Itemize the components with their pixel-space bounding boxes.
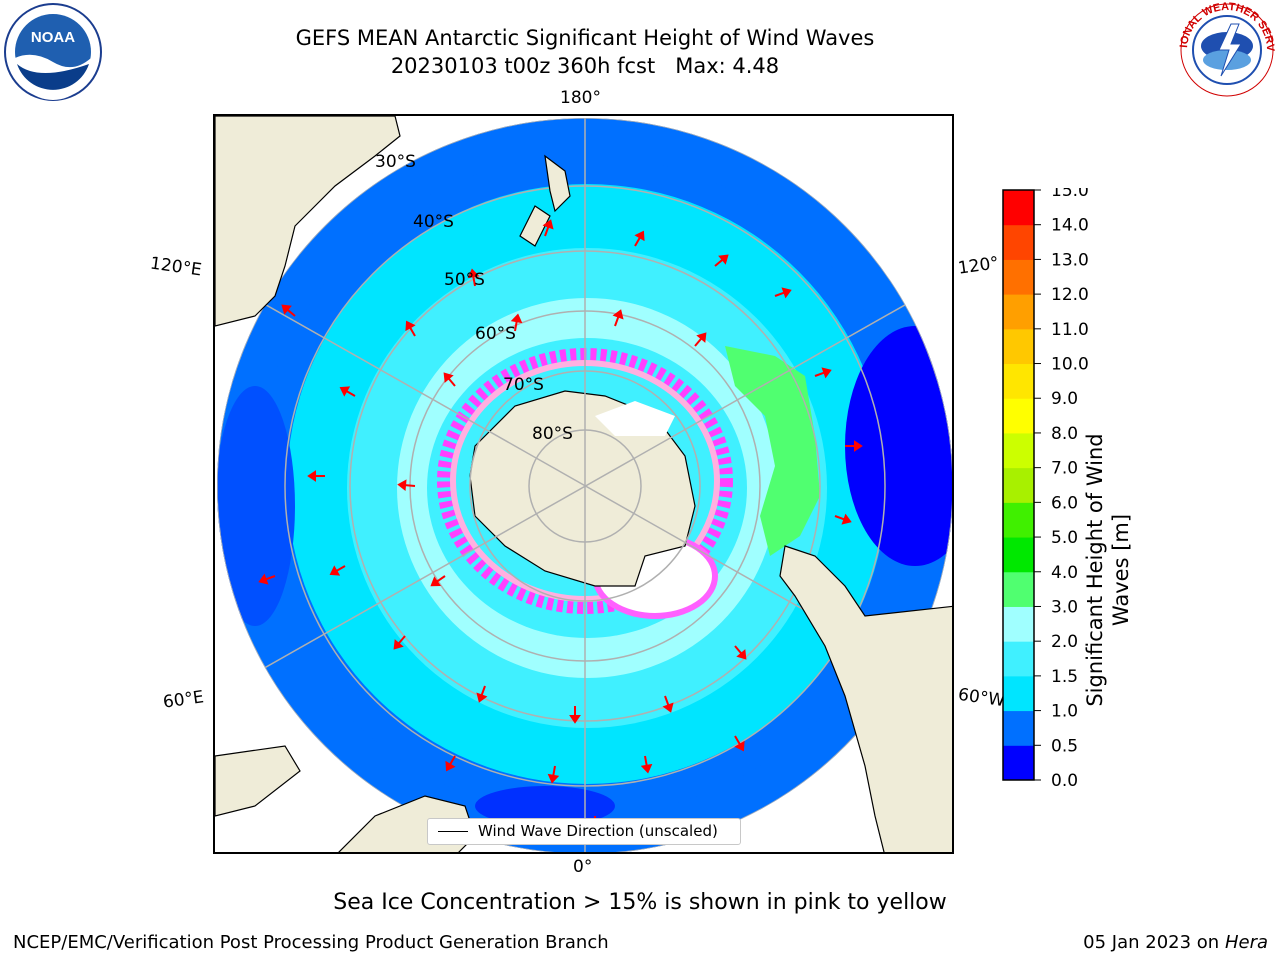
lat-label-70: 70°S: [503, 375, 544, 395]
wave-arrows: [258, 219, 863, 834]
colorbar-tick-label: 10.0: [1051, 355, 1089, 375]
colorbar-swatch: [1003, 710, 1034, 746]
footer-date: 05 Jan 2023 on: [1083, 932, 1225, 953]
lat-label-40: 40°S: [413, 212, 454, 232]
lon-label-lower-left: 60°E: [161, 687, 206, 713]
colorbar-swatch: [1003, 537, 1034, 573]
lat-label-50: 50°S: [444, 270, 485, 290]
chart-subtitle: 20230103 t00z 360h fcst Max: 4.48: [390, 54, 780, 78]
colorbar-tick-label: 12.0: [1051, 285, 1089, 305]
lat-label-80: 80°S: [532, 424, 573, 444]
ocean-fill: [217, 118, 952, 852]
colorbar-tick-label: 5.0: [1051, 528, 1078, 548]
colorbar-swatch: [1003, 467, 1034, 503]
map-legend: Wind Wave Direction (unscaled): [427, 818, 741, 845]
colorbar-tick-label: 1.0: [1051, 702, 1078, 722]
colorbar-tick-label: 11.0: [1051, 320, 1089, 340]
colorbar-svg: 0.0 0.5 1.0 1.5 2.0 3.0 4.0 5.0 6.0 7.0 8.0 9.0 10.0…: [1002, 181, 1089, 791]
footer-left: NCEP/EMC/Verification Post Processing Pr…: [13, 932, 609, 953]
ice-note: Sea Ice Concentration > 15% is shown in …: [333, 890, 947, 915]
colorbar-swatch: [1003, 571, 1034, 607]
nws-logo: NATIONAL WEATHER SERVICE: [1173, 0, 1277, 104]
colorbar-tick-label: 8.0: [1051, 424, 1078, 444]
colorbar-tick-label: 0.0: [1051, 771, 1078, 788]
colorbar-tick-label: 15.0: [1051, 188, 1089, 201]
colorbar-tick-label: 2.0: [1051, 632, 1078, 652]
colorbar-tick-label: 9.0: [1051, 389, 1078, 409]
colorbar-swatch: [1003, 190, 1034, 226]
colorbar-tick-label: 4.0: [1051, 563, 1078, 583]
colorbar-swatch: [1003, 294, 1034, 330]
colorbar-tick-label: 13.0: [1051, 250, 1089, 270]
colorbar-tick-label: 14.0: [1051, 216, 1089, 236]
legend-label: Wind Wave Direction (unscaled): [478, 822, 718, 840]
colorbar-swatch: [1003, 745, 1034, 781]
colorbar-swatch: [1003, 432, 1034, 469]
legend-line-swatch: [438, 831, 468, 832]
lat-label-30: 30°S: [375, 152, 416, 172]
colorbar-swatch: [1003, 675, 1034, 712]
footer-right: 05 Jan 2023 on Hera: [1083, 932, 1268, 953]
colorbar-swatch: [1003, 606, 1034, 642]
lon-label-lower-right: 60°W: [956, 684, 1007, 712]
lon-label-top: 180°: [560, 88, 601, 108]
lon-label-upper-right: 120°: [956, 253, 1001, 279]
lat-label-60: 60°S: [475, 324, 516, 344]
colorbar-swatch: [1003, 259, 1034, 295]
svg-text:NOAA: NOAA: [31, 29, 75, 46]
colorbar-swatch: [1003, 502, 1034, 538]
lon-label-upper-left: 120°E: [148, 253, 203, 281]
colorbar-label-line1: Significant Height of Wind: [1083, 433, 1107, 707]
lon-label-bottom: 0°: [573, 857, 593, 877]
colorbar-tick-label: 7.0: [1051, 459, 1078, 479]
polar-map: [213, 114, 954, 854]
colorbar-tick-label: 6.0: [1051, 493, 1078, 513]
colorbar-swatch: [1003, 328, 1034, 365]
footer-machine: Hera: [1224, 932, 1268, 953]
colorbar-ticks: 0.0 0.5 1.0 1.5 2.0 3.0 4.0 5.0 6.0 7.0 8.0 9.0 10.0…: [1034, 181, 1089, 791]
colorbar-swatch: [1003, 398, 1034, 434]
colorbar-swatch: [1003, 641, 1034, 677]
colorbar-swatch: [1003, 363, 1034, 399]
colorbar-tick-label: 0.5: [1051, 736, 1078, 756]
noaa-logo: NOAA: [3, 2, 103, 106]
colorbar-label-line2: Waves [m]: [1109, 513, 1133, 627]
colorbar-label: Significant Height of Wind Waves [m]: [1082, 420, 1134, 720]
colorbar-tick-label: 3.0: [1051, 597, 1078, 617]
chart-title: GEFS MEAN Antarctic Significant Height o…: [295, 26, 875, 50]
colorbar-swatch: [1003, 224, 1034, 260]
colorbar-swatches: [1003, 190, 1034, 781]
colorbar-tick-label: 1.5: [1051, 667, 1078, 687]
map-svg: [215, 116, 952, 852]
colorbar: 0.0 0.5 1.0 1.5 2.0 3.0 4.0 5.0 6.0 7.0 8.0 9.0 10.0…: [1001, 181, 1171, 792]
